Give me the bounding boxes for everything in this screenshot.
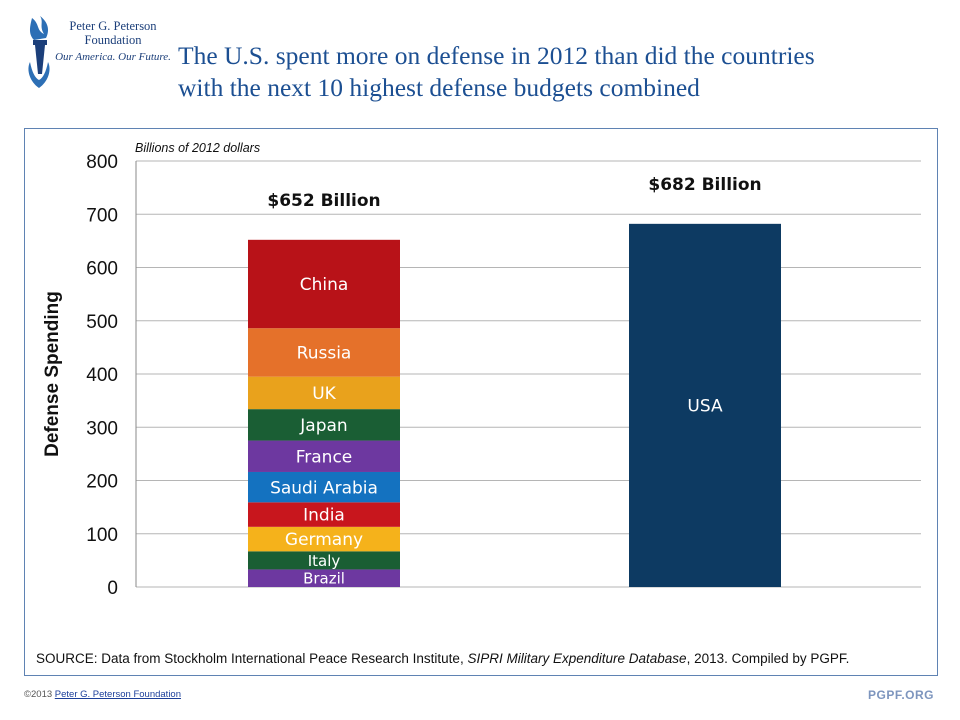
copyright-link[interactable]: Peter G. Peterson Foundation xyxy=(54,689,181,700)
tagline: Our America. Our Future. xyxy=(55,50,171,63)
source-database: SIPRI Military Expenditure Database xyxy=(467,651,687,666)
source-suffix: , 2013. Compiled by PGPF. xyxy=(686,651,850,666)
y-tick-label: 400 xyxy=(86,365,118,386)
chart-frame: 0 100 200 300 400 500 600 700 800 Billions of 201… xyxy=(24,128,938,676)
bar-segment-china xyxy=(248,239,400,329)
copyright-year: ©2013 xyxy=(24,689,53,700)
bar-segment-saudi-arabia xyxy=(248,471,400,503)
y-axis-title: Defense Spending xyxy=(42,291,63,457)
bar-segment-japan xyxy=(248,409,400,441)
page-title: The U.S. spent more on defense in 2012 t… xyxy=(178,40,948,104)
bar-segment-russia xyxy=(248,328,400,377)
y-tick-label: 500 xyxy=(86,312,118,333)
segment-label: India xyxy=(303,506,345,526)
segment-label: Italy xyxy=(308,552,341,570)
org-name-line2: Foundation xyxy=(84,32,142,47)
title-line1: The U.S. spent more on defense in 2012 t… xyxy=(178,41,815,70)
y-tick-label: 200 xyxy=(86,472,118,493)
bar-total-label: $682 Billion xyxy=(648,175,761,195)
source-prefix: SOURCE: Data from Stockholm Internationa… xyxy=(36,651,468,666)
torch-icon xyxy=(28,16,50,88)
y-tick-label: 100 xyxy=(86,525,118,546)
copyright: ©2013 Peter G. Peterson Foundation xyxy=(24,689,181,700)
bar-segment-india xyxy=(248,502,400,527)
bar-total-label: $652 Billion xyxy=(267,191,380,211)
segment-label: UK xyxy=(312,384,336,404)
bar-segment-usa xyxy=(629,223,781,587)
stacked-bar-chart: 0 100 200 300 400 500 600 700 800 Billions of 201… xyxy=(42,141,921,599)
bar-segment-uk xyxy=(248,376,400,410)
unit-label: Billions of 2012 dollars xyxy=(135,141,260,155)
bar-segment-italy xyxy=(248,551,400,570)
segment-label: Saudi Arabia xyxy=(270,478,378,498)
segment-label: Brazil xyxy=(303,570,345,588)
y-tick-label: 600 xyxy=(86,259,118,280)
bar-segment-brazil xyxy=(248,569,400,587)
segment-label: France xyxy=(296,447,353,467)
bar-segment-france xyxy=(248,440,400,472)
title-line2: with the next 10 highest defense budgets… xyxy=(178,73,700,102)
segment-label: Japan xyxy=(299,416,347,436)
y-tick-label: 800 xyxy=(86,152,118,173)
y-tick-label: 0 xyxy=(107,578,118,599)
segment-label: Germany xyxy=(285,530,363,550)
site-url[interactable]: PGPF.ORG xyxy=(867,688,934,702)
logo: Peter G. Peterson Foundation Our America… xyxy=(22,14,172,92)
y-tick-label: 300 xyxy=(86,418,118,439)
segment-label: Russia xyxy=(297,344,352,364)
segment-label: USA xyxy=(687,397,723,417)
y-tick-label: 700 xyxy=(86,205,118,226)
org-name-line1: Peter G. Peterson xyxy=(69,19,157,33)
bar-segment-germany xyxy=(248,526,400,552)
source-note: SOURCE: Data from Stockholm Internationa… xyxy=(36,651,849,666)
segment-label: China xyxy=(300,275,349,295)
